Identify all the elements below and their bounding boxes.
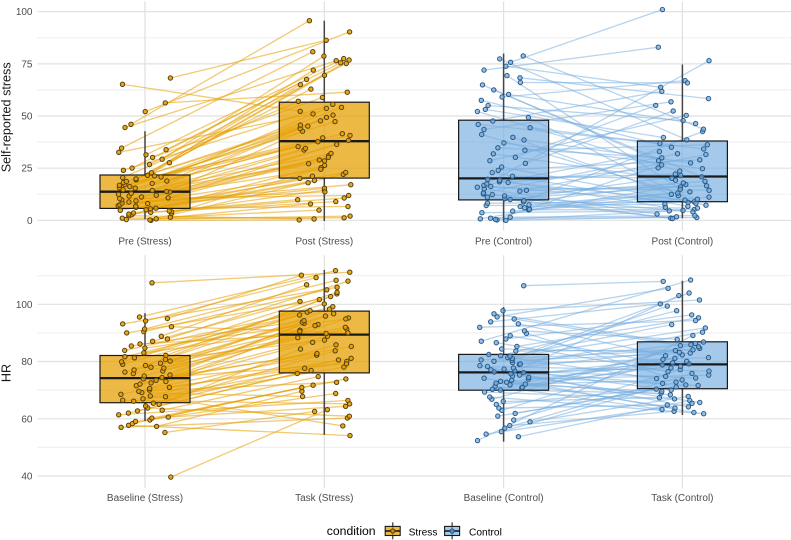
svg-text:60: 60 [21,414,33,425]
svg-text:50: 50 [21,112,33,123]
svg-text:Task (Control): Task (Control) [651,493,713,504]
svg-text:Control: Control [469,527,502,538]
svg-text:100: 100 [16,7,33,18]
svg-text:Post (Control): Post (Control) [652,236,714,247]
svg-text:condition: condition [327,524,376,538]
svg-text:Baseline (Control): Baseline (Control) [464,493,544,504]
svg-text:100: 100 [16,300,33,311]
svg-text:Task (Stress): Task (Stress) [295,493,353,504]
svg-text:Self-reported stress: Self-reported stress [0,62,14,172]
svg-text:Post (Stress): Post (Stress) [295,236,353,247]
svg-text:80: 80 [21,357,33,368]
svg-text:Pre (Stress): Pre (Stress) [118,236,171,247]
svg-text:Stress: Stress [409,527,438,538]
svg-text:Baseline (Stress): Baseline (Stress) [107,493,183,504]
svg-text:40: 40 [21,472,33,483]
svg-text:HR: HR [0,364,14,382]
svg-text:0: 0 [27,216,33,227]
svg-text:Pre (Control): Pre (Control) [475,236,532,247]
svg-text:75: 75 [21,59,33,70]
svg-text:25: 25 [21,164,33,175]
